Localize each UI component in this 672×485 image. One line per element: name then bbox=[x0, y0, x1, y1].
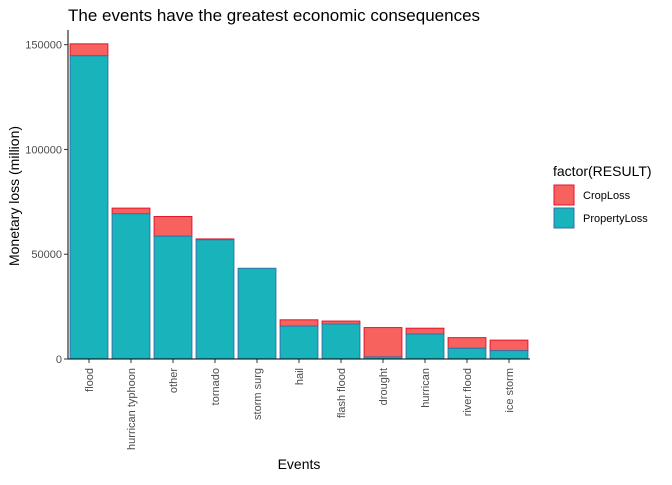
x-tick-label-5: hail bbox=[294, 368, 306, 385]
bar-crop-9 bbox=[447, 337, 487, 349]
bar-crop-8 bbox=[405, 327, 445, 335]
bar-property-4 bbox=[237, 267, 277, 360]
bar-crop-2 bbox=[153, 216, 193, 237]
bar-property-6 bbox=[321, 323, 361, 360]
bar-crop-10 bbox=[489, 339, 529, 352]
legend: factor(RESULT) CropLoss PropertyLoss bbox=[553, 163, 652, 229]
bar-property-1 bbox=[111, 213, 151, 360]
x-tick-label-0: flood bbox=[84, 368, 96, 392]
x-tick-label-10: ice storm bbox=[504, 368, 516, 413]
y-tick-label-1: 50000 bbox=[31, 249, 62, 261]
legend-key-croploss bbox=[553, 184, 575, 206]
x-axis-title: Events bbox=[278, 456, 321, 472]
y-axis-title: Monetary loss (million) bbox=[6, 126, 22, 266]
x-tick-label-2: other bbox=[168, 368, 180, 393]
x-tick-label-9: river flood bbox=[462, 368, 474, 416]
legend-title: factor(RESULT) bbox=[553, 163, 652, 179]
legend-key-propertyloss bbox=[553, 207, 575, 229]
y-tick-label-2: 100000 bbox=[25, 144, 62, 156]
bar-property-9 bbox=[447, 347, 487, 360]
x-tick-label-8: hurrican bbox=[420, 368, 432, 408]
y-tick-label-0: 0 bbox=[56, 354, 62, 366]
bar-property-8 bbox=[405, 333, 445, 360]
bar-property-2 bbox=[153, 235, 193, 360]
y-axis: 0 50000 100000 150000 bbox=[25, 30, 69, 366]
x-tick-label-7: drought bbox=[378, 368, 390, 405]
bar-crop-1 bbox=[111, 207, 151, 215]
x-axis: flood hurrican typhoon other tornado storm s… bbox=[68, 358, 530, 450]
x-tick-label-6: flash flood bbox=[336, 368, 348, 418]
bar-crop-7 bbox=[363, 327, 403, 358]
x-tick-label-4: storm surg bbox=[252, 368, 264, 420]
bars-layer bbox=[69, 43, 529, 360]
bar-property-10 bbox=[489, 350, 529, 360]
bar-crop-0 bbox=[69, 43, 109, 57]
chart-title: The events have the greatest economic co… bbox=[68, 6, 480, 25]
x-tick-label-1: hurrican typhoon bbox=[126, 368, 138, 450]
bar-property-5 bbox=[279, 325, 319, 360]
y-tick-label-3: 150000 bbox=[25, 40, 62, 52]
x-tick-label-3: tornado bbox=[210, 368, 222, 405]
bar-crop-5 bbox=[279, 319, 319, 327]
legend-label-croploss: CropLoss bbox=[583, 190, 631, 202]
legend-label-propertyloss: PropertyLoss bbox=[583, 213, 648, 225]
bar-property-0 bbox=[69, 55, 109, 360]
bar-property-3 bbox=[195, 239, 235, 360]
